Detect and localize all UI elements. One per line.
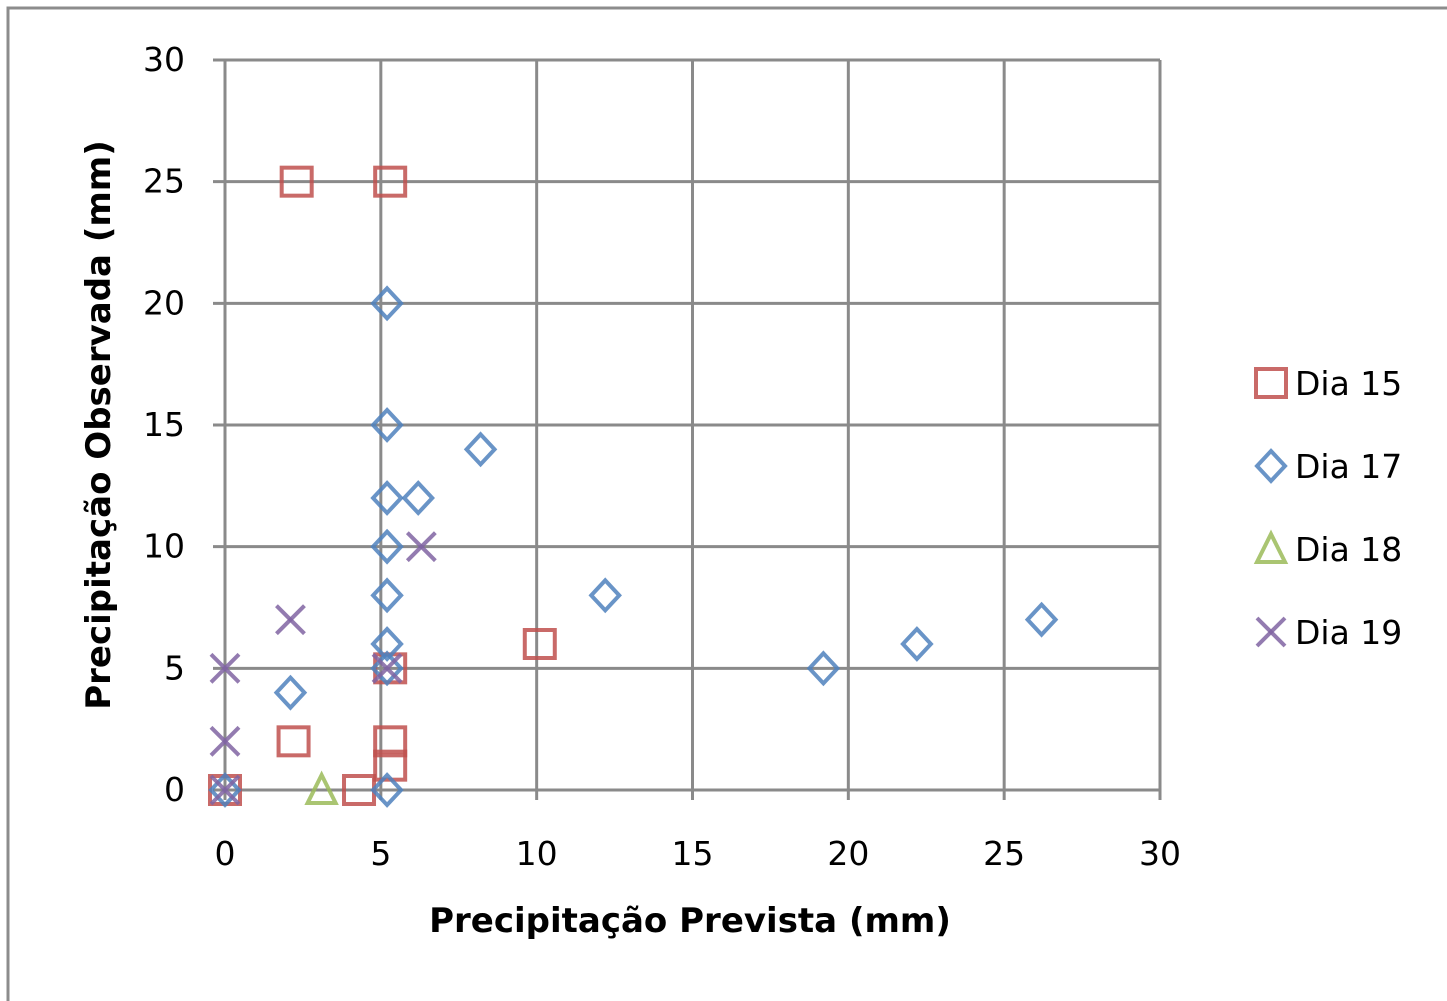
series-dia-17	[208, 285, 1059, 808]
data-point-square	[522, 628, 557, 660]
y-tick-label: 5	[164, 648, 185, 687]
x-tick-label: 20	[827, 834, 869, 873]
x-tick-label: 30	[1139, 834, 1181, 873]
legend-label: Dia 15	[1295, 364, 1402, 403]
x-tick-label: 10	[516, 834, 558, 873]
data-point-diamond	[463, 431, 498, 468]
data-point-diamond	[370, 626, 404, 662]
data-point-diamond	[273, 674, 308, 711]
legend-marker-x	[1255, 616, 1287, 648]
y-tick-label: 0	[164, 770, 185, 809]
y-tick-label: 10	[143, 527, 185, 566]
legend-item: Dia 18	[1253, 529, 1402, 569]
x-tick-label: 15	[672, 834, 714, 873]
data-point-square	[373, 725, 408, 758]
y-tick-label: 25	[143, 162, 185, 201]
data-point-diamond	[900, 626, 934, 662]
legend-item: Dia 15	[1254, 364, 1402, 403]
legend-label: Dia 17	[1295, 447, 1402, 486]
legend: Dia 15 Dia 17 Dia 18 Dia 19	[1253, 364, 1402, 652]
x-tick-label: 25	[983, 834, 1025, 873]
chart-frame	[6, 6, 1447, 1001]
data-point-diamond	[370, 650, 404, 687]
tick-labels: 0 5 10 15 20 25 30 0 5 10 15 20 25 30	[143, 40, 1181, 873]
data-point-x	[371, 652, 403, 684]
x-tick-label: 0	[215, 834, 236, 873]
data-point-x	[209, 774, 241, 806]
legend-item: Dia 17	[1254, 447, 1402, 486]
y-tick-label: 20	[143, 283, 185, 322]
data-points	[208, 165, 1059, 808]
data-point-diamond	[806, 650, 841, 687]
x-tick-label: 5	[370, 834, 391, 873]
data-point-x	[405, 531, 437, 563]
legend-label: Dia 18	[1295, 530, 1402, 569]
data-point-square	[279, 165, 314, 198]
data-point-diamond	[370, 285, 404, 322]
data-point-diamond	[1024, 601, 1059, 638]
x-axis-title: Precipitação Prevista (mm)	[429, 901, 951, 941]
data-point-diamond	[588, 577, 622, 614]
data-point-x	[275, 604, 306, 636]
series-dia-18	[304, 770, 339, 805]
data-point-diamond	[370, 577, 404, 614]
y-tick-label: 15	[143, 405, 185, 444]
legend-label: Dia 19	[1295, 613, 1402, 652]
data-point-x	[209, 652, 241, 684]
legend-item: Dia 19	[1255, 613, 1402, 652]
data-point-diamond	[208, 772, 242, 808]
legend-marker-diamond	[1254, 448, 1288, 484]
data-point-diamond	[370, 407, 404, 443]
data-point-x	[209, 725, 241, 757]
y-axis-title: Precipitação Observada (mm)	[79, 140, 119, 710]
data-point-triangle	[304, 770, 339, 805]
data-point-square	[373, 165, 408, 198]
data-point-square	[276, 725, 311, 758]
legend-marker-square	[1254, 367, 1288, 399]
data-point-diamond	[370, 528, 404, 565]
data-point-diamond	[370, 772, 404, 808]
legend-marker-triangle	[1253, 529, 1289, 564]
y-tick-label: 30	[143, 40, 185, 79]
data-point-diamond	[370, 480, 404, 516]
data-point-diamond	[401, 480, 435, 516]
series-dia-19	[209, 531, 437, 806]
